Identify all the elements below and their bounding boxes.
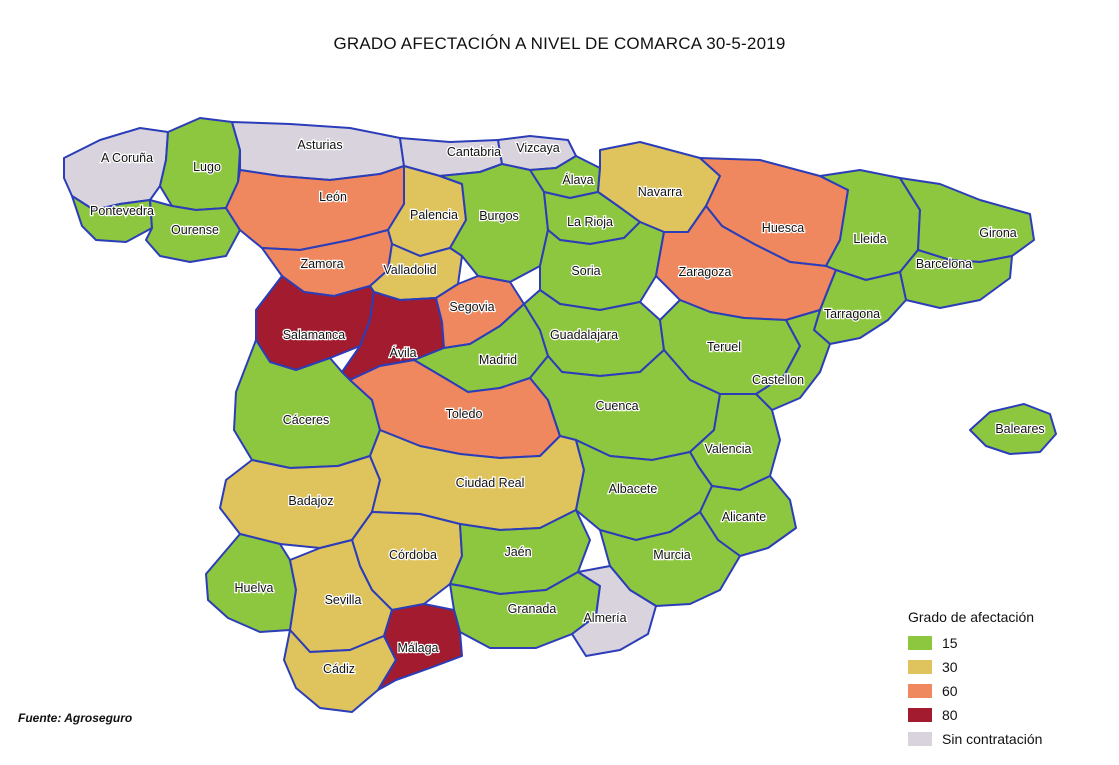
province-label-madrid: Madrid [479, 353, 517, 367]
legend-item-15: 15 [908, 631, 1108, 655]
province-label-layer: A Coruña Lugo Asturias Cantabria Vizcaya Álav… [89, 137, 1046, 677]
province-label-ourense: Ourense [171, 223, 219, 237]
legend-label-sin-contratacion: Sin contratación [942, 731, 1043, 747]
province-label-malaga: Málaga [398, 641, 439, 655]
legend-item-80: 80 [908, 703, 1108, 727]
province-label-lugo: Lugo [193, 160, 221, 174]
legend-swatch-80 [908, 708, 932, 722]
province-label-toledo: Toledo [446, 407, 483, 421]
province-label-segovia: Segovia [449, 300, 494, 314]
province-label-valladolid: Valladolid [383, 263, 436, 277]
legend-label-60: 60 [942, 683, 958, 699]
province-label-a-coruna: A Coruña [101, 151, 153, 165]
province-label-salamanca: Salamanca [283, 328, 346, 342]
province-label-valencia: Valencia [704, 442, 751, 456]
province-label-albacete: Albacete [609, 482, 658, 496]
legend-title: Grado de afectación [908, 609, 1035, 625]
province-label-palencia: Palencia [410, 208, 458, 222]
province-ourense [145, 199, 241, 263]
province-label-almeria: Almería [583, 611, 626, 625]
legend-swatch-none [908, 732, 932, 746]
province-label-badajoz: Badajoz [288, 494, 333, 508]
province-label-granada: Granada [508, 602, 557, 616]
province-label-pontevedra: Pontevedra [90, 204, 154, 218]
legend-item-30: 30 [908, 655, 1108, 679]
province-girona [899, 177, 1035, 263]
province-label-murcia: Murcia [653, 548, 691, 562]
legend-label-30: 30 [942, 659, 958, 675]
province-label-teruel: Teruel [707, 340, 741, 354]
province-label-zaragoza: Zaragoza [679, 265, 732, 279]
province-label-huesca: Huesca [762, 221, 804, 235]
province-layer [63, 117, 1057, 713]
legend-item-60: 60 [908, 679, 1108, 703]
province-label-zamora: Zamora [300, 257, 343, 271]
province-label-lleida: Lleida [853, 232, 886, 246]
province-label-ciudad-real: Ciudad Real [456, 476, 525, 490]
province-label-vizcaya: Vizcaya [516, 141, 560, 155]
province-label-leon: León [319, 190, 347, 204]
province-castellon [755, 309, 831, 411]
province-label-baleares: Baleares [995, 422, 1044, 436]
legend-item-sin-contratacion: Sin contratación [908, 727, 1108, 751]
legend-label-80: 80 [942, 707, 958, 723]
province-label-huelva: Huelva [235, 581, 274, 595]
province-burgos [439, 163, 549, 283]
province-label-cuenca: Cuenca [595, 399, 638, 413]
province-almeria [571, 565, 657, 657]
province-label-tarragona: Tarragona [824, 307, 880, 321]
province-label-navarra: Navarra [638, 185, 683, 199]
province-label-la-rioja: La Rioja [567, 215, 613, 229]
province-malaga [377, 603, 463, 691]
province-label-cordoba: Córdoba [389, 548, 437, 562]
province-label-girona: Girona [979, 226, 1017, 240]
map-title: GRADO AFECTACIÓN A NIVEL DE COMARCA 30-5… [333, 34, 786, 53]
province-label-jaen: Jaén [504, 545, 531, 559]
province-label-avila: Ávila [389, 345, 416, 360]
legend: Grado de afectación 15 30 60 80 Sin cont… [908, 609, 1108, 751]
province-label-sevilla: Sevilla [325, 593, 362, 607]
province-label-soria: Soria [571, 264, 600, 278]
province-label-cantabria: Cantabria [447, 145, 501, 159]
province-label-castellon: Castellon [752, 373, 804, 387]
legend-label-15: 15 [942, 635, 958, 651]
province-label-alicante: Alicante [722, 510, 767, 524]
province-label-asturias: Asturias [297, 138, 342, 152]
legend-swatch-15 [908, 636, 932, 650]
source-note: Fuente: Agroseguro [18, 711, 133, 725]
legend-swatch-60 [908, 684, 932, 698]
province-label-caceres: Cáceres [283, 413, 330, 427]
province-label-guadalajara: Guadalajara [550, 328, 618, 342]
legend-swatch-30 [908, 660, 932, 674]
province-a-coruna [63, 127, 169, 211]
province-label-alava: Álava [562, 172, 593, 187]
province-label-cadiz: Cádiz [323, 662, 355, 676]
province-label-burgos: Burgos [479, 209, 519, 223]
province-baleares [969, 403, 1057, 455]
province-label-barcelona: Barcelona [916, 257, 972, 271]
